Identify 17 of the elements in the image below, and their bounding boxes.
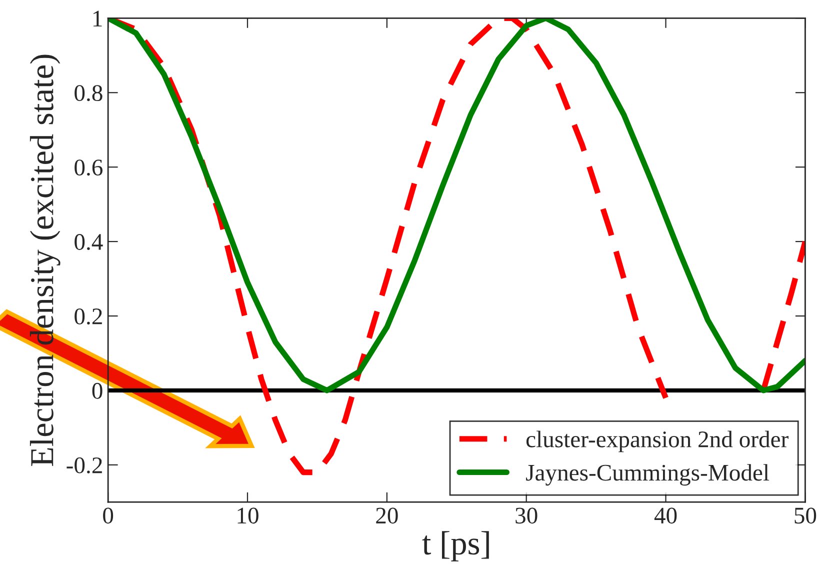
- y-tick-label: 0: [92, 382, 102, 399]
- x-tick-label: 50: [794, 508, 816, 524]
- legend-label: cluster-expansion 2nd order: [526, 430, 788, 452]
- y-tick-label: 1: [93, 10, 102, 26]
- x-tick-label: 40: [654, 508, 677, 524]
- x-tick-label: 10: [238, 508, 258, 524]
- legend-label: Jaynes-Cummings-Model: [526, 464, 770, 486]
- y-axis-title: Electron density (excited state): [30, 54, 60, 466]
- y-tick-label: -0.2: [66, 457, 102, 474]
- x-axis-title: t [ps]: [422, 531, 489, 562]
- y-tick-label: 0.6: [74, 160, 103, 176]
- x-tick-label: 30: [516, 508, 538, 524]
- x-tick-label: 0: [103, 508, 114, 524]
- y-tick-label: 0.4: [74, 234, 103, 250]
- y-tick-label: 0.8: [74, 85, 102, 102]
- x-tick-label: 20: [376, 508, 398, 524]
- y-tick-label: 0.2: [74, 308, 102, 325]
